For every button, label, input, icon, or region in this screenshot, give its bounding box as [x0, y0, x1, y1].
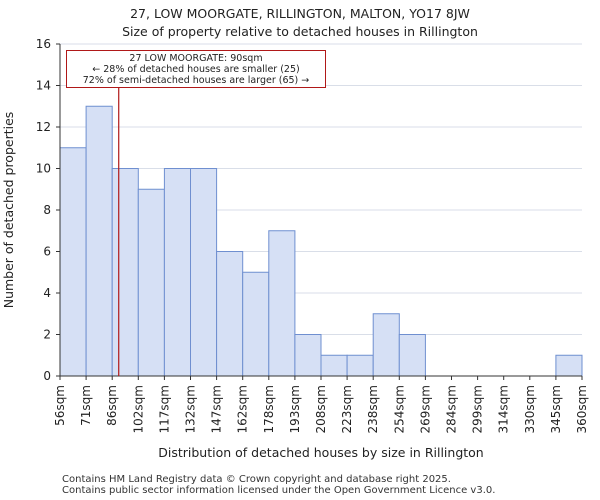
- x-tick-label: 314sqm: [497, 385, 511, 433]
- histogram-bar: [111, 168, 139, 377]
- x-tick-label: 178sqm: [262, 385, 276, 433]
- histogram-bar: [398, 334, 426, 377]
- x-tick-label: 132sqm: [184, 385, 198, 433]
- histogram-bar: [372, 313, 400, 377]
- chart-title-line1: 27, LOW MOORGATE, RILLINGTON, MALTON, YO…: [130, 6, 470, 21]
- x-tick-label: 102sqm: [131, 385, 145, 433]
- y-tick-label: 0: [43, 369, 51, 383]
- histogram-bar: [85, 105, 113, 377]
- histogram-bar: [163, 168, 191, 377]
- y-tick-label: 4: [43, 286, 51, 300]
- x-axis-label: Distribution of detached houses by size …: [158, 445, 483, 460]
- annotation-line3: 72% of semi-detached houses are larger (…: [82, 75, 310, 86]
- footer-line1: Contains HM Land Registry data © Crown c…: [62, 474, 451, 485]
- chart-title-line2: Size of property relative to detached ho…: [122, 24, 478, 39]
- y-axis-label: Number of detached properties: [1, 112, 16, 309]
- histogram-bar: [555, 354, 583, 377]
- histogram-bar: [320, 354, 348, 377]
- y-tick-label: 12: [36, 120, 51, 134]
- y-tick-label: 14: [36, 79, 51, 93]
- histogram-bar: [294, 334, 322, 377]
- histogram-bar: [268, 230, 296, 377]
- x-tick-label: 284sqm: [445, 385, 459, 433]
- x-tick-label: 147sqm: [210, 385, 224, 433]
- x-tick-label: 208sqm: [314, 385, 328, 433]
- annotation-line1: 27 LOW MOORGATE: 90sqm: [129, 53, 263, 64]
- y-tick-label: 6: [43, 245, 51, 259]
- x-tick-label: 238sqm: [366, 385, 380, 433]
- x-tick-label: 299sqm: [471, 385, 485, 433]
- x-tick-label: 117sqm: [157, 385, 171, 433]
- histogram-bar: [216, 251, 244, 377]
- x-tick-label: 360sqm: [575, 385, 589, 433]
- histogram-bar: [242, 271, 270, 377]
- x-tick-label: 223sqm: [340, 385, 354, 433]
- x-tick-label: 86sqm: [105, 385, 119, 426]
- annotation-line2: ← 28% of detached houses are smaller (25…: [92, 64, 300, 75]
- histogram-bar: [190, 168, 218, 377]
- x-tick-label: 330sqm: [523, 385, 537, 433]
- x-tick-label: 269sqm: [418, 385, 432, 433]
- x-tick-label: 193sqm: [288, 385, 302, 433]
- footer-line2: Contains public sector information licen…: [62, 485, 496, 496]
- y-tick-label: 10: [36, 162, 51, 176]
- histogram-bar: [59, 147, 87, 377]
- histogram-bar: [346, 354, 374, 377]
- x-tick-label: 162sqm: [236, 385, 250, 433]
- x-tick-label: 71sqm: [79, 385, 93, 426]
- x-tick-label: 254sqm: [392, 385, 406, 433]
- y-tick-label: 2: [43, 328, 51, 342]
- property-annotation-box: 27 LOW MOORGATE: 90sqm ← 28% of detached…: [66, 50, 326, 88]
- histogram-bar: [137, 188, 165, 377]
- y-tick-label: 16: [36, 37, 51, 51]
- x-tick-label: 345sqm: [549, 385, 563, 433]
- y-tick-label: 8: [43, 203, 51, 217]
- x-tick-label: 56sqm: [53, 385, 67, 426]
